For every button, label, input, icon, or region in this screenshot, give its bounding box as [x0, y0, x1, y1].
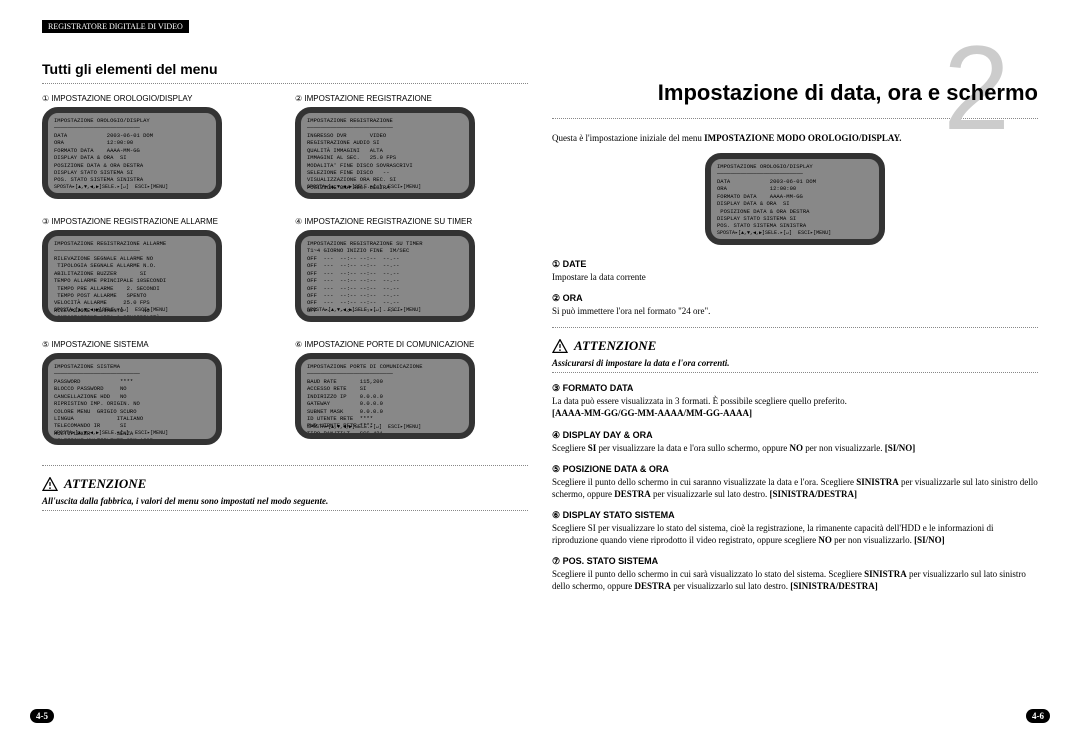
- attention-box: ATTENZIONE All'uscita dalla fabbrica, i …: [42, 465, 528, 511]
- list-item: ④ DISPLAY DAY & ORA Scegliere SI per vis…: [552, 430, 1038, 454]
- right-screen-wrap: IMPOSTAZIONE OROLOGIO/DISPLAY ──────────…: [552, 153, 1038, 245]
- divider: [42, 83, 528, 84]
- item-body: Scegliere il punto dello schermo in cui …: [552, 568, 1038, 592]
- divider: [552, 372, 1038, 373]
- item-body: Impostare la data corrente: [552, 271, 1038, 283]
- attention-title: ATTENZIONE: [42, 476, 528, 492]
- left-page: REGISTRATORE DIGITALE DI VIDEO Tutti gli…: [30, 20, 540, 719]
- attention-text: Assicurarsi di impostare la data e l'ora…: [552, 358, 1038, 368]
- menu-label: ⑤ IMPOSTAZIONE SISTEMA: [42, 340, 275, 349]
- item-title: ⑤ POSIZIONE DATA & ORA: [552, 464, 1038, 475]
- page-number: 4-6: [1026, 709, 1050, 723]
- item-title: ③ FORMATO DATA: [552, 383, 1038, 394]
- list-item: ⑥ DISPLAY STATO SISTEMA Scegliere SI per…: [552, 510, 1038, 546]
- list-item: ② ORA Si può immettere l'ora nel formato…: [552, 293, 1038, 317]
- attention-title: ATTENZIONE: [552, 338, 1038, 354]
- item-body: La data può essere visualizzata in 3 for…: [552, 395, 1038, 419]
- divider: [42, 510, 528, 511]
- item-body: Scegliere SI per visualizzare lo stato d…: [552, 522, 1038, 546]
- item-body: Scegliere il punto dello schermo in cui …: [552, 476, 1038, 500]
- item-title: ④ DISPLAY DAY & ORA: [552, 430, 1038, 441]
- menu-screen: IMPOSTAZIONE OROLOGIO/DISPLAY ──────────…: [42, 107, 222, 199]
- menu-label: ① IMPOSTAZIONE OROLOGIO/DISPLAY: [42, 94, 275, 103]
- menu-block: ③ IMPOSTAZIONE REGISTRAZIONE ALLARME IMP…: [42, 217, 275, 322]
- menu-screen: IMPOSTAZIONE SISTEMA ───────────────────…: [42, 353, 222, 445]
- attention-label: ATTENZIONE: [64, 476, 146, 492]
- warning-icon: [42, 477, 58, 491]
- list-item: ⑦ POS. STATO SISTEMA Scegliere il punto …: [552, 556, 1038, 592]
- item-title: ② ORA: [552, 293, 1038, 304]
- menu-screen: IMPOSTAZIONE REGISTRAZIONE SU TIMER T1~4…: [295, 230, 475, 322]
- main-title: Impostazione di data, ora e schermo: [552, 80, 1038, 106]
- right-page: 2 Impostazione di data, ora e schermo Qu…: [540, 20, 1050, 719]
- attention-text: All'uscita dalla fabbrica, i valori del …: [42, 496, 528, 506]
- items-list: ① DATE Impostare la data corrente ② ORA …: [552, 259, 1038, 317]
- menu-screen: IMPOSTAZIONE OROLOGIO/DISPLAY ──────────…: [705, 153, 885, 245]
- menus-grid: ① IMPOSTAZIONE OROLOGIO/DISPLAY IMPOSTAZ…: [42, 94, 528, 445]
- item-title: ⑥ DISPLAY STATO SISTEMA: [552, 510, 1038, 521]
- attention-label: ATTENZIONE: [574, 338, 656, 354]
- item-body: Scegliere SI per visualizzare la data e …: [552, 442, 1038, 454]
- warning-icon: [552, 339, 568, 353]
- left-section-title: Tutti gli elementi del menu: [42, 61, 528, 77]
- menu-label: ② IMPOSTAZIONE REGISTRAZIONE: [295, 94, 528, 103]
- page-number: 4-5: [30, 709, 54, 723]
- menu-block: ② IMPOSTAZIONE REGISTRAZIONE IMPOSTAZION…: [295, 94, 528, 199]
- header-bar: REGISTRATORE DIGITALE DI VIDEO: [42, 20, 189, 33]
- menu-block: ① IMPOSTAZIONE OROLOGIO/DISPLAY IMPOSTAZ…: [42, 94, 275, 199]
- menu-block: ⑤ IMPOSTAZIONE SISTEMA IMPOSTAZIONE SIST…: [42, 340, 275, 445]
- divider: [552, 327, 1038, 328]
- menu-screen: IMPOSTAZIONE REGISTRAZIONE ALLARME ─────…: [42, 230, 222, 322]
- item-title: ⑦ POS. STATO SISTEMA: [552, 556, 1038, 567]
- menu-label: ⑥ IMPOSTAZIONE PORTE DI COMUNICAZIONE: [295, 340, 528, 349]
- item-body: Si può immettere l'ora nel formato "24 o…: [552, 305, 1038, 317]
- list-item: ⑤ POSIZIONE DATA & ORA Scegliere il punt…: [552, 464, 1038, 500]
- divider: [42, 465, 528, 466]
- menu-screen: IMPOSTAZIONE REGISTRAZIONE ─────────────…: [295, 107, 475, 199]
- items-list-2: ③ FORMATO DATA La data può essere visual…: [552, 383, 1038, 592]
- menu-label: ③ IMPOSTAZIONE REGISTRAZIONE ALLARME: [42, 217, 275, 226]
- menu-label: ④ IMPOSTAZIONE REGISTRAZIONE SU TIMER: [295, 217, 528, 226]
- item-title: ① DATE: [552, 259, 1038, 270]
- list-item: ① DATE Impostare la data corrente: [552, 259, 1038, 283]
- menu-block: ⑥ IMPOSTAZIONE PORTE DI COMUNICAZIONE IM…: [295, 340, 528, 445]
- list-item: ③ FORMATO DATA La data può essere visual…: [552, 383, 1038, 419]
- menu-screen: IMPOSTAZIONE PORTE DI COMUNICAZIONE ────…: [295, 353, 475, 439]
- menu-block: ④ IMPOSTAZIONE REGISTRAZIONE SU TIMER IM…: [295, 217, 528, 322]
